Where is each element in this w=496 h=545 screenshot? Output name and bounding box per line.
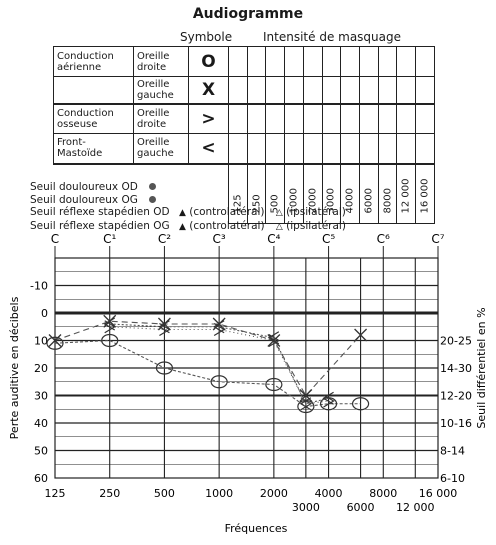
y-tick-label: 0 <box>41 307 48 320</box>
marker-cross <box>48 334 62 347</box>
masking-cell <box>415 133 435 165</box>
marker-right-bracket <box>159 322 171 337</box>
x-subtick-label: 12 000 <box>396 501 435 514</box>
legend-row: Oreille gauche X <box>53 76 435 105</box>
marker-circle <box>155 361 174 375</box>
y2-tick-label: 14-30 <box>440 362 472 375</box>
series-line <box>109 323 329 405</box>
page-title: Audiogramme <box>192 6 304 22</box>
y2-tick-label: 12-20 <box>440 390 472 403</box>
x-tick-label: 125 <box>45 487 66 500</box>
marker-circle <box>210 375 228 389</box>
x-tick-label: 1000 <box>205 487 233 500</box>
marker-right-bracket <box>268 333 281 348</box>
y2-tick-label: 8-14 <box>440 445 465 458</box>
y-tick-label: 30 <box>34 390 48 403</box>
symbol-header: Symbole <box>180 30 233 44</box>
filled-circle-icon <box>149 183 157 190</box>
y-axis-title: Perte auditive en décibels <box>8 296 21 439</box>
threshold-legend: Seuil douloureux OD Seuil douloureux OG … <box>30 181 346 233</box>
filled-circle-icon <box>149 195 157 203</box>
marker-left-bracket <box>267 331 280 345</box>
x-axis-title: Fréquences <box>225 522 288 535</box>
masking-cell <box>415 76 435 105</box>
marker-circle <box>351 397 370 411</box>
octave-label: C <box>51 232 59 246</box>
masking-freq-cell: 16 000 <box>415 163 435 224</box>
x-tick-label: 4000 <box>315 487 343 500</box>
octave-label: C⁴ <box>267 232 280 246</box>
marker-left-bracket <box>322 391 334 405</box>
legend-symbol: > <box>188 103 229 134</box>
series-line <box>54 320 361 397</box>
legend-ear-label: Oreille gauche <box>133 133 189 165</box>
marker-left-bracket <box>103 317 116 331</box>
marker-right-bracket <box>213 322 226 337</box>
marker-right-bracket <box>300 397 313 411</box>
ipsilateral-label: (ipsilatéral) <box>286 219 346 232</box>
x-tick-label: 500 <box>154 487 175 500</box>
y-tick-label: 40 <box>34 417 48 430</box>
legend-ear-label: Oreille gauche <box>133 76 189 105</box>
contralateral-label: (controlatéral) <box>189 219 265 232</box>
series-line <box>54 339 361 408</box>
legend-row: Conduction aérienne Oreille droite O <box>53 46 435 77</box>
legend-symbol: O <box>188 46 229 77</box>
y-tick-label: -10 <box>30 280 48 293</box>
legend-symbol: X <box>188 76 229 105</box>
octave-label: C¹ <box>103 232 116 246</box>
octave-label: C⁶ <box>377 232 390 246</box>
marker-right-bracket <box>104 320 116 334</box>
y-tick-label: 20 <box>34 362 48 375</box>
x-tick-label: 16 000 <box>419 487 458 500</box>
outline-triangle-icon: △ <box>275 221 283 232</box>
marker-cross <box>354 328 368 342</box>
y-tick-label: 60 <box>34 472 48 485</box>
reflex-od-label: Seuil réflexe stapédien OD <box>30 206 170 218</box>
marker-left-bracket <box>212 320 225 334</box>
octave-label: C² <box>158 232 171 246</box>
marker-circle <box>101 333 119 348</box>
pain-og-label: Seuil douloureux OG <box>30 193 138 206</box>
marker-circle <box>265 377 283 392</box>
x-tick-label: 8000 <box>369 487 397 500</box>
masking-header: Intensité de masquage <box>263 30 402 44</box>
marker-right-bracket <box>323 394 335 408</box>
contralateral-label: (controlatéral) <box>189 206 265 218</box>
legend-group-label: Front- Mastoïde <box>53 133 134 165</box>
x-tick-label: 2000 <box>260 487 288 500</box>
legend-symbol: < <box>188 133 229 165</box>
octave-label: C⁷ <box>431 232 444 246</box>
outline-triangle-icon: △ <box>275 208 283 218</box>
symbol-legend-table: Conduction aérienne Oreille droite O Oreille g… <box>53 46 435 224</box>
marker-circle <box>46 336 64 350</box>
octave-label: C³ <box>213 232 226 246</box>
y2-tick-label: 20-25 <box>440 335 472 348</box>
marker-cross <box>299 389 313 402</box>
ipsilateral-label: (ipsilatéral) <box>286 206 346 218</box>
filled-triangle-icon: ▲ <box>179 221 186 232</box>
y2-tick-label: 6-10 <box>440 472 465 485</box>
octave-label: C⁵ <box>322 232 335 246</box>
y2-axis-title: Seuil différentiel en % <box>475 307 488 428</box>
legend-group-label <box>53 76 134 105</box>
x-tick-label: 250 <box>99 487 120 500</box>
pain-od-label: Seuil douloureux OD <box>30 181 138 193</box>
y2-tick-label: 10-16 <box>440 417 472 430</box>
y-tick-label: 50 <box>34 445 48 458</box>
x-subtick-label: 3000 <box>292 501 320 514</box>
marker-left-bracket <box>299 397 312 411</box>
reflex-og-label: Seuil réflexe stapédien OG <box>30 219 170 232</box>
marker-left-bracket <box>158 320 170 334</box>
y-tick-label: 10 <box>34 335 48 348</box>
filled-triangle-icon: ▲ <box>178 208 186 218</box>
x-subtick-label: 6000 <box>347 501 375 514</box>
legend-ear-label: Oreille droite <box>133 46 189 77</box>
legend-row: Front- Mastoïde Oreille gauche < <box>53 133 435 165</box>
